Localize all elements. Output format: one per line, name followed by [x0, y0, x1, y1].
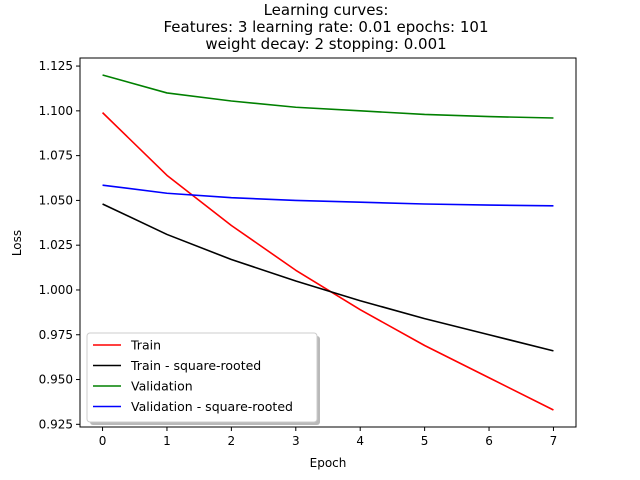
x-tick-label: 4 — [356, 434, 364, 448]
x-tick-label: 3 — [292, 434, 300, 448]
legend: Train Train - square-rooted Validation Vali… — [86, 332, 320, 425]
y-tick-label: 1.100 — [39, 104, 73, 118]
x-tick-label: 0 — [99, 434, 107, 448]
legend-label: Train - square-rooted — [130, 358, 261, 373]
series-line-4 — [102, 184, 554, 207]
chart-title-line-2: Features: 3 learning rate: 0.01 epochs: … — [164, 18, 489, 36]
legend-entries: Train Train - square-rooted Validation Vali… — [93, 338, 293, 414]
plot-frame — [79, 57, 577, 428]
y-tick-label: 1.075 — [39, 149, 73, 163]
series-line-2 — [102, 203, 554, 352]
y-tick-label: 0.950 — [39, 373, 73, 387]
x-axis-label: Epoch — [310, 456, 347, 470]
x-tick-label: 1 — [163, 434, 171, 448]
y-tick-label: 0.925 — [39, 417, 73, 431]
x-tick-label: 2 — [228, 434, 236, 448]
y-axis: 0.925 0.950 0.975 1.000 1.025 1.050 1.075 1.100… — [39, 59, 80, 431]
y-tick-label: 1.000 — [39, 283, 73, 297]
legend-label: Validation - square-rooted — [131, 399, 293, 414]
y-axis-label: Loss — [10, 230, 24, 256]
legend-label: Train — [130, 338, 161, 353]
x-tick-label: 7 — [550, 434, 558, 448]
chart-title-line-1: Learning curves: — [264, 1, 389, 19]
x-tick-label: 6 — [485, 434, 493, 448]
legend-box — [86, 332, 318, 423]
y-tick-label: 1.025 — [39, 238, 73, 252]
chart-title-line-3: weight decay: 2 stopping: 0.001 — [205, 35, 446, 53]
plot-lines — [101, 74, 554, 411]
series-line-3 — [102, 74, 554, 119]
x-tick-label: 5 — [421, 434, 429, 448]
y-tick-label: 0.975 — [39, 328, 73, 342]
y-tick-label: 1.050 — [39, 193, 73, 207]
x-axis: 0 1 2 3 4 5 6 7 — [99, 427, 558, 448]
y-tick-label: 1.125 — [39, 59, 73, 73]
series-line-1 — [101, 112, 554, 411]
legend-label: Validation — [131, 379, 193, 394]
